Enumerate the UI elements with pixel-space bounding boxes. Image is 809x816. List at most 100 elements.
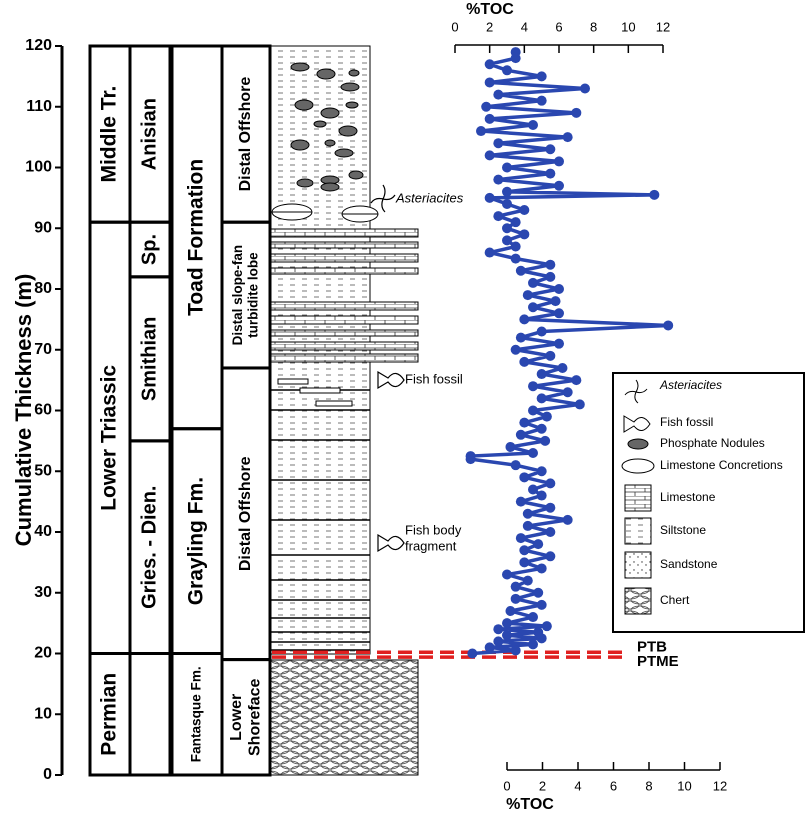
legend-label: Limestone (660, 490, 716, 504)
toc-point (484, 247, 495, 258)
toc-point (484, 59, 495, 70)
unit-label: Lower Triassic (98, 365, 121, 511)
toc-point (510, 253, 521, 264)
toc-point (536, 599, 547, 610)
x-tick-label: 4 (521, 19, 528, 34)
toc-point (484, 642, 495, 653)
toc-point (562, 132, 573, 143)
toc-point (554, 180, 564, 191)
toc-point (493, 174, 504, 185)
limestone-concretions (271, 203, 379, 223)
toc-point (528, 277, 538, 288)
toc-point (554, 284, 564, 294)
toc-point (493, 636, 504, 647)
toc-point (545, 259, 556, 270)
x2-tick-label: 6 (610, 778, 617, 793)
toc-point (541, 411, 552, 422)
unit-label: Distal slope-fan (230, 245, 245, 346)
annotation: fragment (405, 538, 457, 553)
x2-tick-label: 8 (645, 778, 652, 793)
legend-icon (624, 517, 652, 545)
toc-point (502, 162, 512, 173)
toc-point (536, 466, 547, 477)
toc-point (545, 551, 556, 562)
toc-point (533, 627, 544, 638)
toc-point (484, 150, 495, 161)
toc-point (502, 569, 512, 580)
toc-point (536, 393, 547, 404)
toc-point (493, 624, 504, 635)
unit-label: Anisian (138, 98, 160, 170)
toc-point (554, 338, 564, 349)
toc-point (515, 496, 526, 507)
x-axis-label: %TOC (466, 1, 514, 18)
toc-point (557, 362, 568, 373)
x-tick-label: 12 (656, 19, 670, 34)
toc-point (515, 265, 526, 276)
toc-point (481, 101, 492, 112)
unit-label: Lower (228, 694, 245, 741)
boundary-label: PTB (637, 638, 667, 655)
toc-point (536, 490, 547, 501)
legend-label: Asteriacites (659, 378, 722, 392)
toc-point (545, 144, 556, 155)
unit-label: turbidite lobe (245, 252, 260, 338)
unit-label: Toad Formation (185, 159, 208, 316)
x2-axis-label: %TOC (506, 796, 554, 813)
toc-point (562, 387, 573, 398)
legend-icon (623, 415, 651, 433)
y-tick-label: 60 (34, 402, 52, 419)
x2-tick-label: 4 (574, 778, 581, 793)
lithology-column (269, 45, 419, 776)
legend-label: Sandstone (660, 557, 718, 571)
toc-point (571, 107, 582, 118)
y-tick-label: 120 (25, 37, 52, 54)
y-tick-label: 70 (34, 341, 52, 358)
toc-point (536, 563, 547, 574)
toc-point (510, 47, 521, 58)
toc-point (493, 211, 504, 222)
legend-icon (621, 458, 655, 474)
chert (269, 659, 419, 776)
toc-point (515, 533, 526, 544)
turbidite-beds (269, 228, 419, 363)
toc-point (649, 189, 660, 200)
legend-icon (624, 551, 652, 579)
dark-beds (270, 389, 370, 651)
toc-point (502, 65, 512, 76)
y-tick-label: 110 (26, 98, 52, 115)
toc-point (533, 539, 544, 550)
toc-point (528, 484, 538, 495)
toc-point (536, 71, 547, 82)
toc-point (502, 235, 512, 246)
unit-box (220, 44, 272, 224)
toc-point (519, 545, 530, 556)
y-tick-label: 0 (43, 766, 52, 783)
toc-point (519, 472, 530, 483)
unit-label: Sp. (138, 234, 160, 265)
toc-point (580, 83, 590, 94)
toc-point (467, 648, 478, 659)
toc-point (505, 605, 516, 616)
toc-point (505, 441, 516, 452)
legend-icon (624, 484, 652, 512)
toc-point (550, 296, 561, 307)
toc-point (528, 119, 538, 130)
asteriacites-icon (370, 184, 396, 213)
toc-point (519, 557, 530, 568)
x-tick-label: 6 (555, 19, 562, 34)
toc-point (536, 326, 547, 337)
toc-point (476, 126, 486, 137)
toc-point (522, 508, 533, 519)
toc-point (493, 89, 504, 100)
boundary-label: PTME (637, 653, 679, 670)
toc-point (574, 399, 585, 410)
x-tick-label: 0 (451, 19, 458, 34)
toc-point (465, 451, 476, 462)
annotation: Fish fossil (405, 371, 463, 386)
toc-point (502, 630, 512, 641)
legend (612, 372, 805, 633)
toc-point (510, 344, 521, 355)
toc-point (510, 593, 521, 604)
toc-point (502, 186, 512, 197)
